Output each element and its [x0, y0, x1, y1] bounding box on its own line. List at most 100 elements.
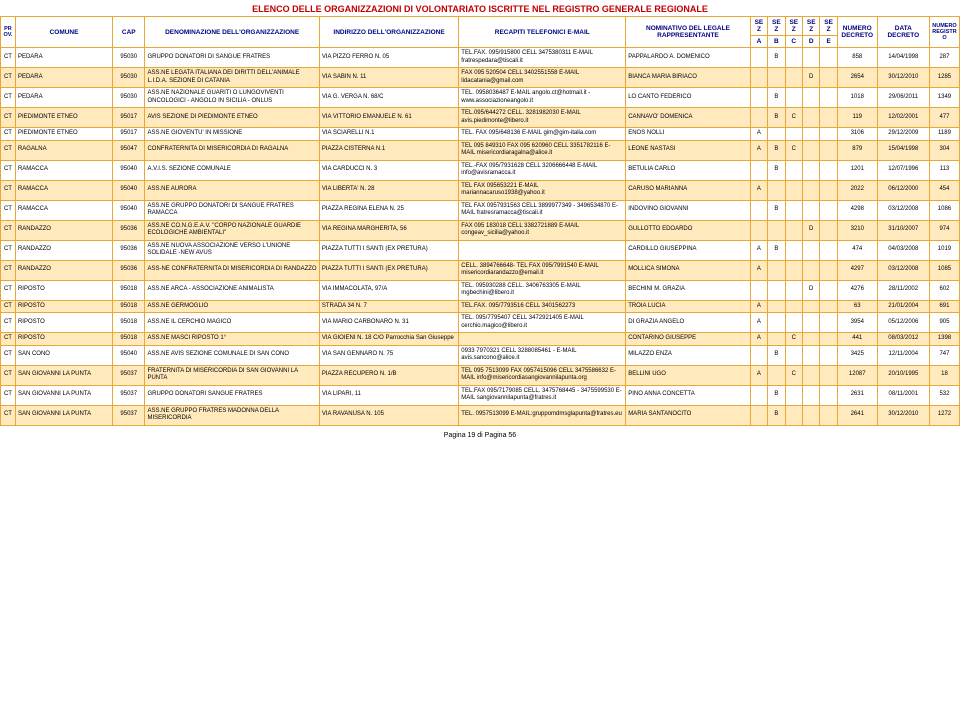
table-cell: A	[750, 140, 767, 160]
table-cell: PIAZZA TUTTI I SANTI (EX PRETURA)	[319, 260, 458, 280]
table-cell	[768, 128, 785, 141]
table-cell	[785, 300, 802, 313]
table-row: CTRAMACCA95040ASS.NE AURORAVIA LIBERTA' …	[1, 180, 960, 200]
table-cell: 95030	[113, 88, 145, 108]
table-cell	[802, 128, 819, 141]
table-cell: 14/04/1998	[877, 48, 929, 68]
table-cell	[820, 128, 837, 141]
table-cell: 1019	[929, 240, 959, 260]
hdr-sez-e: SEZ	[820, 17, 837, 36]
table-cell: 2631	[837, 385, 877, 405]
table-cell	[802, 200, 819, 220]
table-cell	[820, 260, 837, 280]
table-cell: CT	[1, 345, 16, 365]
table-cell	[802, 140, 819, 160]
table-cell: 95047	[113, 140, 145, 160]
table-cell: SAN CONO	[15, 345, 112, 365]
table-cell	[768, 68, 785, 88]
table-cell: FAX 095 520504 CELL 3402551558 E-MAIL li…	[459, 68, 626, 88]
table-cell: C	[785, 365, 802, 385]
table-cell: A	[750, 128, 767, 141]
table-cell: 477	[929, 108, 959, 128]
table-cell: PEDARA	[15, 48, 112, 68]
table-cell	[750, 405, 767, 425]
table-cell: TEL.FAX. 095/915800 CELL 3475380311 E-MA…	[459, 48, 626, 68]
table-cell: PINO ANNA CONCETTA	[626, 385, 751, 405]
table-row: CTRIPOSTO95018ASS.NE GERMOGLIOSTRADA 34 …	[1, 300, 960, 313]
table-cell: ASS.NE GERMOGLIO	[145, 300, 319, 313]
table-cell: VIA RAVANUSA N. 105	[319, 405, 458, 425]
table-cell: 04/03/2008	[877, 240, 929, 260]
hdr-indir: INDIRIZZO DELL'ORGANIZZAZIONE	[319, 17, 458, 48]
table-cell: B	[768, 108, 785, 128]
table-cell	[802, 260, 819, 280]
table-cell	[820, 385, 837, 405]
table-cell	[785, 88, 802, 108]
table-cell: 08/03/2012	[877, 333, 929, 346]
table-cell: ASS-NE CONFRATERNITA DI MISERICORDIA DI …	[145, 260, 319, 280]
table-cell: 03/12/2008	[877, 260, 929, 280]
table-cell	[459, 333, 626, 346]
table-cell: 95017	[113, 108, 145, 128]
table-cell: A.V.I.S. SEZIONE COMUNALE	[145, 160, 319, 180]
table-cell: 1086	[929, 200, 959, 220]
table-cell: ENOS NOLLI	[626, 128, 751, 141]
table-cell	[802, 365, 819, 385]
table-cell: B	[768, 345, 785, 365]
table-cell: CELL. 3894766648- TEL FAX 095/7991540 E-…	[459, 260, 626, 280]
table-cell	[802, 108, 819, 128]
table-row: CTRIPOSTO95018ASS.NE MASCI RIPOSTO 1°VIA…	[1, 333, 960, 346]
table-cell: 18	[929, 365, 959, 385]
table-cell: RIPOSTO	[15, 280, 112, 300]
table-cell: C	[785, 108, 802, 128]
table-cell: 12087	[837, 365, 877, 385]
table-cell	[459, 240, 626, 260]
table-cell: VIA VITTORIO EMANUELE N. 61	[319, 108, 458, 128]
table-cell: LO CANTO FEDERICO	[626, 88, 751, 108]
table-cell: VIA REGINA MARGHERITA, 56	[319, 220, 458, 240]
hdr-d: D	[802, 36, 819, 48]
hdr-sez-a: SEZ	[750, 17, 767, 36]
hdr-recap: RECAPITI TELEFONICI E-MAIL	[459, 17, 626, 48]
table-cell	[802, 333, 819, 346]
table-cell: TEL. 095930288 CELL. 3406763305 E-MAIL m…	[459, 280, 626, 300]
table-cell: TEL.FAX 095/7179085 CELL. 3475768445 - 3…	[459, 385, 626, 405]
table-cell: 95040	[113, 345, 145, 365]
table-cell	[820, 405, 837, 425]
table-cell: 905	[929, 313, 959, 333]
table-cell: 21/01/2004	[877, 300, 929, 313]
table-cell: B	[768, 88, 785, 108]
table-cell	[820, 200, 837, 220]
table-cell: VIA PIZZO FERRO N. 05	[319, 48, 458, 68]
table-cell	[768, 313, 785, 333]
table-cell: 06/12/2000	[877, 180, 929, 200]
table-cell: CT	[1, 385, 16, 405]
table-cell	[785, 68, 802, 88]
hdr-ddec: DATA DECRETO	[877, 17, 929, 48]
table-cell	[820, 333, 837, 346]
table-cell: 29/06/2011	[877, 88, 929, 108]
table-cell	[750, 345, 767, 365]
table-cell	[785, 405, 802, 425]
table-cell: VIA SABIN N. 11	[319, 68, 458, 88]
table-cell: 95018	[113, 333, 145, 346]
table-cell: 1272	[929, 405, 959, 425]
table-cell	[785, 220, 802, 240]
table-cell: CT	[1, 140, 16, 160]
hdr-e: E	[820, 36, 837, 48]
table-cell	[750, 108, 767, 128]
table-cell	[785, 345, 802, 365]
table-cell: 441	[837, 333, 877, 346]
table-cell: 2654	[837, 68, 877, 88]
table-cell: MILAZZO ENZA	[626, 345, 751, 365]
table-cell: RANDAZZO	[15, 220, 112, 240]
table-cell: CT	[1, 300, 16, 313]
hdr-sez-d: SEZ	[802, 17, 819, 36]
table-cell: 4298	[837, 200, 877, 220]
hdr-b: B	[768, 36, 785, 48]
table-cell: TEL 095 849310 FAX 095 620960 CELL 33517…	[459, 140, 626, 160]
table-cell: ASS.NE NAZIONALE GUARITI O LUNGOVIVENTI …	[145, 88, 319, 108]
table-cell: 95040	[113, 200, 145, 220]
table-row: CTPIEDIMONTE ETNEO95017ASS.NE GIOVENTU' …	[1, 128, 960, 141]
table-cell: CT	[1, 260, 16, 280]
